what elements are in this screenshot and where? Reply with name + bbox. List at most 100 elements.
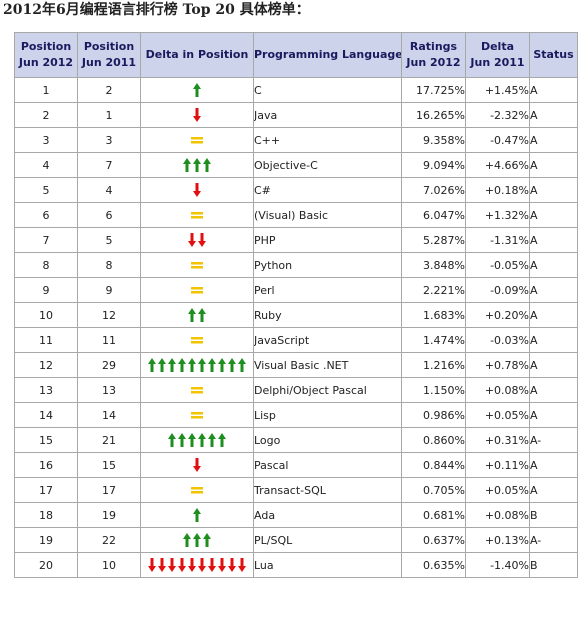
status-cell: A <box>529 302 578 328</box>
delta-up-graphic <box>148 358 246 372</box>
delta-up-graphic <box>193 508 201 522</box>
language-link[interactable]: Pascal <box>253 452 402 478</box>
equal-icon-bar <box>191 416 203 419</box>
position-now-cell: 2 <box>14 102 78 128</box>
language-link[interactable]: PL/SQL <box>253 527 402 553</box>
language-link[interactable]: Perl <box>253 277 402 303</box>
header-ratings-line2: Jun 2012 <box>406 56 461 69</box>
delta-position-cell <box>140 127 254 153</box>
language-link[interactable]: Java <box>253 102 402 128</box>
arrow-up-icon <box>208 433 216 447</box>
delta-position-indicator <box>142 129 253 152</box>
language-link[interactable]: PHP <box>253 227 402 253</box>
position-prev-cell: 9 <box>77 277 141 303</box>
delta-cell: +0.08% <box>465 502 530 528</box>
status-cell: A <box>529 127 578 153</box>
header-delta-line2: Jun 2011 <box>470 56 525 69</box>
language-link[interactable]: Transact-SQL <box>253 477 402 503</box>
arrow-up-icon <box>178 358 186 372</box>
language-link[interactable]: Objective-C <box>253 152 402 178</box>
delta-cell: -0.09% <box>465 277 530 303</box>
language-link[interactable]: Lua <box>253 552 402 578</box>
delta-position-indicator <box>142 554 253 577</box>
status-cell: A <box>529 352 578 378</box>
arrow-up-icon <box>148 358 156 372</box>
position-prev-cell: 11 <box>77 327 141 353</box>
rating-cell: 5.287% <box>401 227 466 253</box>
status-cell: A <box>529 327 578 353</box>
status-cell: A <box>529 177 578 203</box>
language-link[interactable]: C++ <box>253 127 402 153</box>
rating-cell: 9.094% <box>401 152 466 178</box>
delta-position-cell <box>140 452 254 478</box>
position-now-cell: 11 <box>14 327 78 353</box>
delta-position-indicator <box>142 154 253 177</box>
delta-same-graphic <box>191 412 203 419</box>
equal-icon-bar <box>191 337 203 340</box>
delta-position-indicator <box>142 404 253 427</box>
language-link[interactable]: C <box>253 77 402 103</box>
arrow-down-icon <box>193 458 201 472</box>
arrow-up-icon <box>168 433 176 447</box>
position-prev-cell: 8 <box>77 252 141 278</box>
arrow-up-icon <box>203 158 211 172</box>
table-row: 17 17 Transact-SQL 0.705% +0.05% A <box>14 477 578 503</box>
status-cell: A <box>529 402 578 428</box>
delta-position-indicator <box>142 229 253 252</box>
position-prev-cell: 13 <box>77 377 141 403</box>
rating-cell: 9.358% <box>401 127 466 153</box>
position-now-cell: 18 <box>14 502 78 528</box>
language-link[interactable]: C# <box>253 177 402 203</box>
arrow-down-icon <box>198 233 206 247</box>
header-position-prev: Position Jun 2011 <box>77 32 141 78</box>
rating-cell: 0.635% <box>401 552 466 578</box>
delta-cell: +0.05% <box>465 477 530 503</box>
language-link[interactable]: Lisp <box>253 402 402 428</box>
language-link[interactable]: Visual Basic .NET <box>253 352 402 378</box>
arrow-up-icon <box>198 358 206 372</box>
delta-up-graphic <box>183 533 211 547</box>
language-link[interactable]: Logo <box>253 427 402 453</box>
position-prev-cell: 29 <box>77 352 141 378</box>
status-cell: A <box>529 452 578 478</box>
language-link[interactable]: Delphi/Object Pascal <box>253 377 402 403</box>
arrow-down-icon <box>178 558 186 572</box>
delta-position-cell <box>140 552 254 578</box>
arrow-up-icon <box>228 358 236 372</box>
table-row: 1 2 C 17.725% +1.45% A <box>14 77 578 103</box>
position-now-cell: 5 <box>14 177 78 203</box>
ranking-table: Position Jun 2012 Position Jun 2011 Delt… <box>14 32 578 578</box>
position-now-cell: 14 <box>14 402 78 428</box>
language-link[interactable]: (Visual) Basic <box>253 202 402 228</box>
delta-position-indicator <box>142 354 253 377</box>
position-prev-cell: 15 <box>77 452 141 478</box>
rating-cell: 0.681% <box>401 502 466 528</box>
delta-cell: +0.08% <box>465 377 530 403</box>
arrow-up-icon <box>203 533 211 547</box>
delta-position-indicator <box>142 429 253 452</box>
rating-cell: 0.844% <box>401 452 466 478</box>
language-link[interactable]: Ruby <box>253 302 402 328</box>
delta-same-graphic <box>191 287 203 294</box>
table-row: 3 3 C++ 9.358% -0.47% A <box>14 127 578 153</box>
arrow-down-icon <box>218 558 226 572</box>
delta-cell: -0.05% <box>465 252 530 278</box>
equal-icon-bar <box>191 212 203 215</box>
delta-same-graphic <box>191 387 203 394</box>
language-link[interactable]: Python <box>253 252 402 278</box>
arrow-up-icon <box>193 533 201 547</box>
table-row: 6 6 (Visual) Basic 6.047% +1.32% A <box>14 202 578 228</box>
delta-up-graphic <box>188 308 206 322</box>
language-link[interactable]: Ada <box>253 502 402 528</box>
status-cell: A <box>529 77 578 103</box>
delta-cell: +4.66% <box>465 152 530 178</box>
equal-icon-bar <box>191 216 203 219</box>
language-link[interactable]: JavaScript <box>253 327 402 353</box>
status-cell: B <box>529 502 578 528</box>
delta-position-cell <box>140 327 254 353</box>
equal-icon-bar <box>191 387 203 390</box>
arrow-up-icon <box>188 433 196 447</box>
arrow-up-icon <box>168 358 176 372</box>
table-row: 13 13 Delphi/Object Pascal 1.150% +0.08% A <box>14 377 578 403</box>
arrow-up-icon <box>178 433 186 447</box>
